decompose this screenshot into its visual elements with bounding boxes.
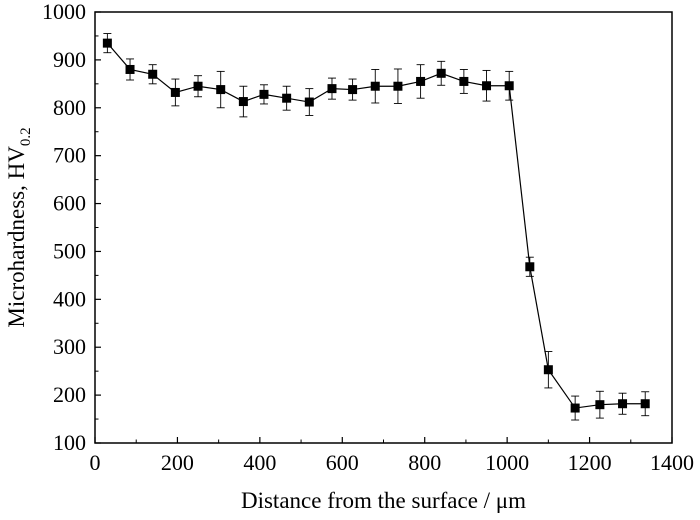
axis-ticks: 0 200 400 600 800 1000 1200 1400 100 200 300 400 500… [42, 0, 694, 475]
y-tick-label: 600 [53, 191, 86, 216]
data-point [304, 97, 314, 107]
data-point [416, 76, 426, 86]
x-tick-label: 1000 [485, 450, 529, 475]
data-point [436, 68, 446, 78]
data-point [238, 97, 248, 107]
data-point [570, 403, 580, 413]
x-tick-label: 400 [243, 450, 276, 475]
series-line [106, 42, 646, 409]
y-axis-title-subscript: 0.2 [18, 127, 34, 146]
x-tick-label: 200 [161, 450, 194, 475]
data-point [393, 81, 403, 91]
x-tick-label: 0 [90, 450, 101, 475]
data-point [193, 81, 203, 91]
data-point [459, 76, 469, 86]
y-axis-title: Microhardness, HV0.2 [4, 127, 34, 327]
y-tick-label: 100 [53, 430, 86, 455]
data-point [543, 365, 553, 375]
data-point [504, 81, 514, 91]
data-point [170, 87, 180, 97]
data-point [525, 262, 535, 272]
data-point [216, 85, 226, 95]
data-point [370, 81, 380, 91]
x-axis-title: Distance from the surface / μm [241, 488, 526, 513]
data-point [148, 69, 158, 79]
data-point [595, 400, 605, 410]
y-tick-label: 200 [53, 382, 86, 407]
x-tick-label: 800 [408, 450, 441, 475]
y-tick-label: 400 [53, 286, 86, 311]
x-tick-label: 1200 [568, 450, 612, 475]
y-tick-label: 300 [53, 334, 86, 359]
data-point [348, 85, 358, 95]
y-tick-label: 1000 [42, 0, 86, 24]
data-point [102, 38, 112, 48]
data-point [125, 64, 135, 74]
x-tick-label: 1400 [650, 450, 694, 475]
y-tick-label: 500 [53, 238, 86, 263]
y-tick-label: 800 [53, 95, 86, 120]
data-point [259, 89, 269, 99]
data-point [482, 81, 492, 91]
plot-frame [94, 11, 673, 444]
data-point [327, 84, 337, 94]
y-tick-label: 900 [53, 47, 86, 72]
data-point [618, 399, 628, 409]
y-axis-title-main: Microhardness, HV [4, 146, 29, 328]
y-tick-label: 700 [53, 143, 86, 168]
x-tick-label: 600 [326, 450, 359, 475]
data-point [640, 399, 650, 409]
plot-area [102, 33, 650, 421]
data-point [282, 93, 292, 103]
